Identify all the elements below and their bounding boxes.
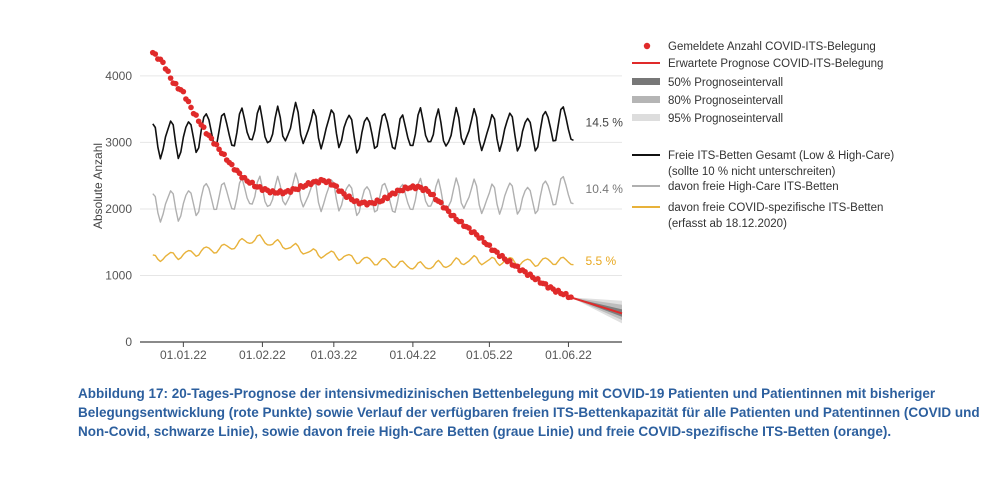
reported-icu-marker: [445, 208, 452, 215]
reported-icu-marker: [167, 75, 174, 81]
end-label: 14.5 %: [586, 115, 624, 129]
reported-icu-marker: [188, 104, 194, 111]
reported-icu-marker: [160, 59, 166, 66]
reported-icu-marker: [200, 124, 207, 130]
reported-icu-marker: [568, 294, 574, 300]
reported-icu-marker: [180, 88, 187, 95]
reported-icu-marker: [466, 225, 472, 231]
legend-band-icon: [632, 114, 660, 121]
series-lines: [152, 101, 623, 315]
x-tick-label: 01.04.22: [390, 348, 437, 362]
legend-label: davon freie High-Care ITS-Betten: [668, 181, 839, 193]
legend-label: 95% Prognoseintervall: [668, 113, 783, 125]
figure-caption: Abbildung 17: 20-Tages-Prognose der inte…: [78, 386, 980, 439]
legend-label: Gemeldete Anzahl COVID-ITS-Belegung: [668, 41, 876, 53]
legend-label: Erwartete Prognose COVID-ITS-Belegung: [668, 58, 883, 70]
reported-icu-marker: [213, 141, 220, 148]
reported-icu-marker: [208, 135, 215, 142]
y-axis-title: Absolute Anzahl: [91, 143, 105, 229]
reported-icu-marker: [438, 199, 444, 206]
reported-icu-marker: [165, 68, 171, 75]
legend-band-icon: [632, 78, 660, 85]
y-tick-label: 3000: [105, 135, 132, 149]
reported-icu-marker: [229, 161, 235, 168]
grid-lines: [140, 75, 622, 343]
total-free-beds-line: [152, 101, 574, 160]
legend-label: 50% Prognoseintervall: [668, 77, 783, 89]
y-tick-label: 2000: [105, 202, 132, 216]
reported-icu-marker: [216, 146, 222, 153]
end-label: 10.4 %: [586, 182, 624, 196]
y-tick-label: 1000: [105, 268, 132, 282]
y-tick-label: 4000: [105, 69, 132, 83]
reported-icu-marker: [542, 281, 549, 287]
covid-free-beds-line: [152, 234, 574, 270]
reported-icu-marker: [172, 80, 179, 87]
reported-icu-marker: [514, 263, 521, 270]
reported-markers: [149, 49, 574, 301]
reported-icu-marker: [506, 258, 513, 264]
legend-label: Freie ITS-Betten Gesamt (Low & High-Care…: [668, 150, 894, 162]
reported-icu-marker: [535, 276, 541, 282]
axes: 0 1000 2000 3000 4000 Absolute Anzahl 01.01.22…: [91, 69, 592, 362]
chart: 0 1000 2000 3000 4000 Absolute Anzahl 01.01.22…: [91, 41, 894, 362]
legend-label: davon freie COVID-spezifische ITS-Betten: [668, 202, 883, 214]
reported-icu-marker: [221, 151, 227, 158]
x-tick-label: 01.03.22: [310, 348, 357, 362]
forecast-band-80: [571, 297, 622, 320]
x-tick-label: 01.06.22: [545, 348, 592, 362]
high-care-free-beds-line: [152, 172, 574, 223]
reported-icu-marker: [185, 98, 192, 105]
end-label: 5.5 %: [586, 254, 617, 268]
x-tick-label: 01.01.22: [160, 348, 207, 362]
reported-icu-marker: [458, 218, 465, 225]
legend-label-line2: (sollte 10 % nicht unterschreiten): [668, 166, 836, 178]
legend: Gemeldete Anzahl COVID-ITS-Belegung Erwar…: [632, 41, 894, 230]
reported-icu-marker: [236, 170, 243, 177]
reported-icu-marker: [494, 249, 500, 255]
reported-icu-marker: [486, 242, 493, 248]
y-tick-label: 0: [125, 335, 132, 349]
legend-dot-icon: [643, 42, 651, 50]
reported-icu-marker: [249, 179, 256, 186]
reported-icu-marker: [478, 235, 485, 241]
legend-label: 80% Prognoseintervall: [668, 95, 783, 107]
forecast-band-50: [571, 297, 622, 317]
forecast-bands: [571, 297, 622, 324]
reported-icu-marker: [152, 51, 159, 57]
reported-icu-marker: [430, 191, 437, 198]
reported-icu-marker: [193, 112, 199, 118]
reported-icu-marker: [333, 183, 340, 189]
forecast-median-line: [570, 296, 623, 315]
legend-band-icon: [632, 96, 660, 103]
x-tick-label: 01.05.22: [466, 348, 513, 362]
x-tick-label: 01.02.22: [239, 348, 286, 362]
end-labels: 14.5 % 10.4 % 5.5 %: [586, 115, 624, 267]
legend-label-line2: (erfasst ab 18.12.2020): [668, 218, 787, 230]
